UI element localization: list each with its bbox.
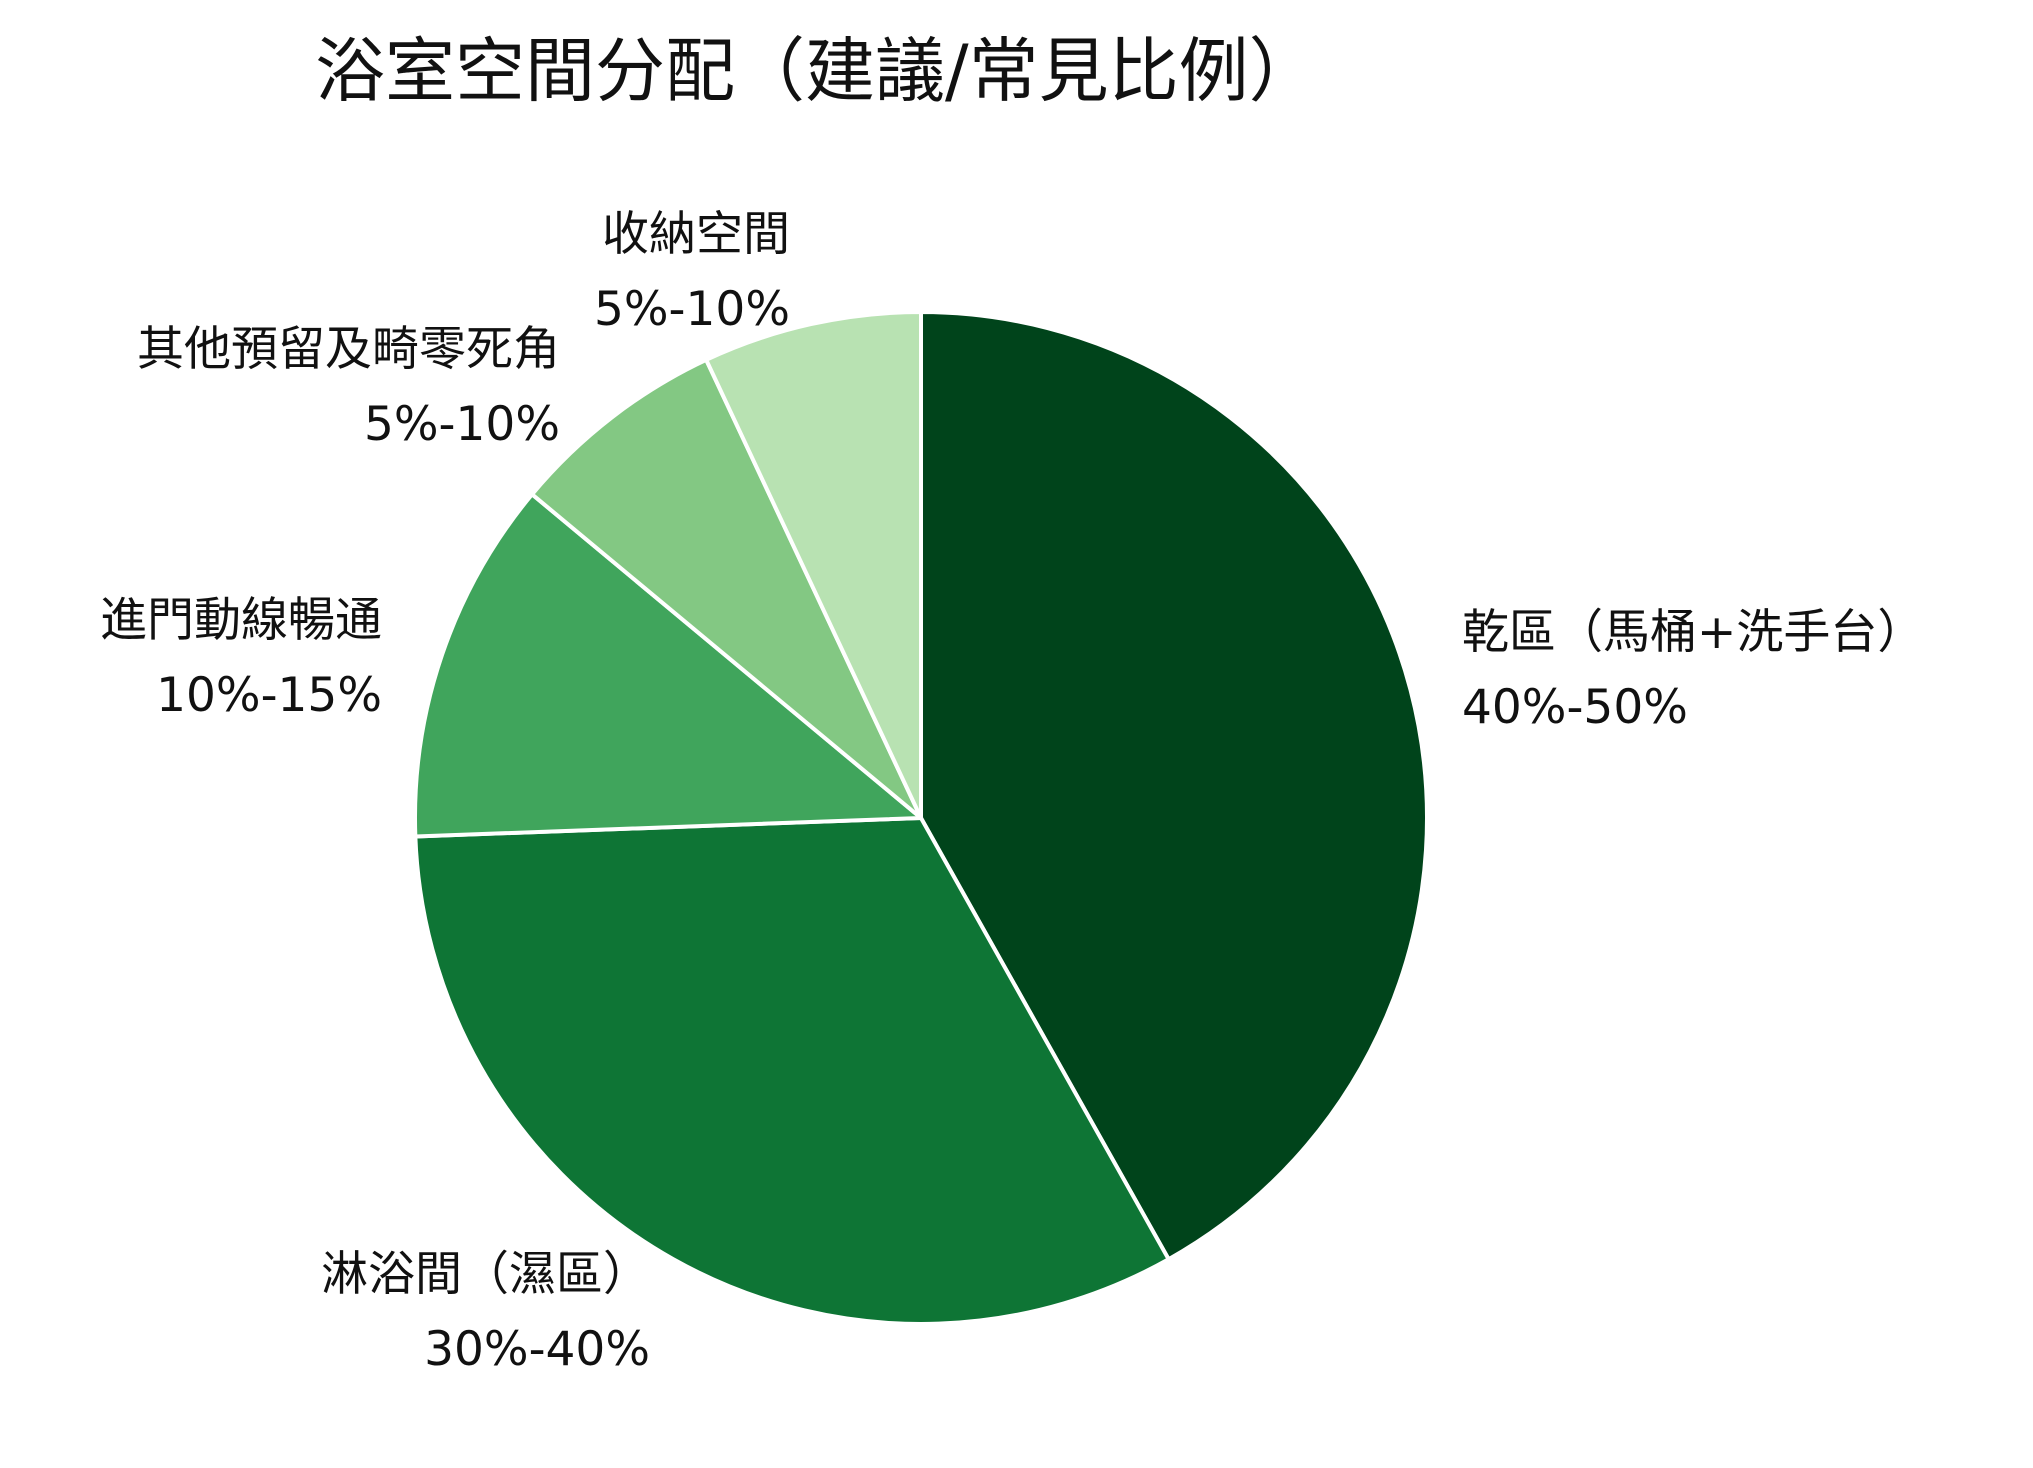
pie-slices [413, 310, 1429, 1327]
slice-labels: 乾區（馬桶+洗手台） 40%-50% 淋浴間（濕區） 30%-40% 進門動線暢通 10%… [100, 207, 1924, 1377]
chart-title: 浴室空間分配（建議/常見比例） [315, 30, 1319, 112]
slice-label-2: 淋浴間（濕區） [321, 1247, 650, 1302]
slice-range-2: 30%-40% [424, 1322, 650, 1377]
pie-slice-2 [413, 816, 1171, 1327]
pie-slice-4 [530, 357, 923, 820]
slice-range-4: 5%-10% [364, 397, 560, 452]
slice-label-1: 乾區（馬桶+洗手台） [1462, 605, 1924, 660]
pie-slice-1 [919, 310, 1429, 1262]
slice-label-5: 收納空間 [602, 207, 790, 262]
pie-slice-5 [704, 310, 923, 820]
slice-range-5: 5%-10% [594, 282, 790, 337]
pie-slice-3 [413, 492, 923, 839]
slice-label-3: 進門動線暢通 [100, 593, 382, 648]
slice-range-3: 10%-15% [156, 668, 382, 723]
slice-range-1: 40%-50% [1462, 680, 1688, 735]
slice-label-4: 其他預留及畸零死角 [137, 322, 560, 377]
